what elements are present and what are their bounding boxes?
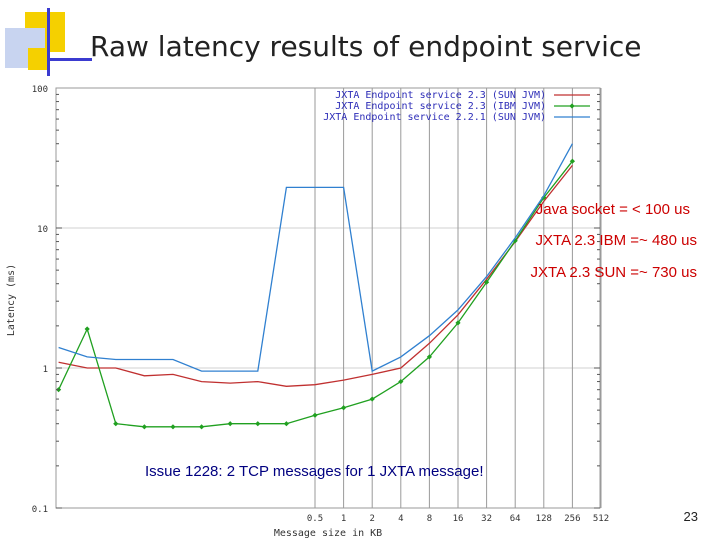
series-point-1 [541,194,547,201]
annotation-java-socket: Java socket = < 100 us [536,201,690,218]
y-tick-label: 1 [43,365,48,375]
series-point-1 [569,158,575,164]
y-tick-label: 100 [32,85,48,95]
series-point-1 [512,238,518,244]
annotation-jxta-sun: JXTA 2.3 SUN =~ 730 us [531,264,697,281]
x-tick-label: 0.5 [307,514,323,524]
x-tick-label: 512 [593,514,609,524]
accent-bar-horizontal [47,58,92,61]
series-point-1 [398,378,404,385]
series-point-1 [341,405,347,411]
axis-layer: 0.5 1 2 4 8 16 32 64 128 256 512 100 10 1 0.1 Message s… [6,85,609,539]
grid-layer [56,87,602,508]
x-tick-label: 8 [427,514,432,524]
series-point-1 [369,396,375,402]
legend-label-0: JXTA Endpoint service 2.3 (SUN JVM) [335,90,546,101]
x-tick-label: 256 [564,514,580,524]
annotation-layer: Java socket = < 100 us JXTA 2.3 IBM =~ 4… [145,201,697,480]
series-line-0 [58,164,573,387]
legend-marker-1 [569,103,575,109]
legend-label-2: JXTA Endpoint service 2.2.1 (SUN JVM) [323,112,546,123]
accent-bar-vertical [47,8,50,76]
series-line-2 [58,143,573,373]
series-layer [55,143,575,430]
series-point-1 [312,412,318,418]
slide-title: Raw latency results of endpoint service [90,30,642,63]
x-tick-label: 16 [453,514,464,524]
x-tick-label: 4 [398,514,403,524]
series-point-1 [227,421,233,427]
annotation-jxta-ibm: JXTA 2.3 IBM =~ 480 us [536,232,697,249]
annotation-issue: Issue 1228: 2 TCP messages for 1 JXTA me… [145,463,484,480]
x-tick-label: 1 [341,514,346,524]
series-point-1 [170,424,176,430]
legend-layer: JXTA Endpoint service 2.3 (SUN JVM)JXTA … [323,90,590,123]
slide-number: 23 [683,509,698,524]
y-tick-label: 0.1 [32,505,48,515]
x-axis-title: Message size in KB [274,528,382,539]
x-tick-label: 2 [369,514,374,524]
y-tick-label: 10 [37,225,48,235]
series-point-1 [455,320,461,326]
x-tick-label: 128 [536,514,552,524]
series-line-1 [58,160,573,428]
series-point-1 [198,424,205,430]
plot-frame [55,87,601,509]
x-tick-label: 64 [510,514,521,524]
series-point-1 [484,279,490,285]
series-point-1 [84,326,90,332]
series-point-1 [283,421,289,427]
series-point-1 [255,421,261,427]
series-point-1 [113,421,119,427]
series-point-1 [426,354,432,360]
y-axis-title: Latency (ms) [6,264,17,336]
accent-square-yellow-small [28,48,50,70]
x-tick-label: 32 [481,514,492,524]
legend-label-1: JXTA Endpoint service 2.3 (IBM JVM) [335,101,546,112]
series-point-1 [141,424,147,430]
